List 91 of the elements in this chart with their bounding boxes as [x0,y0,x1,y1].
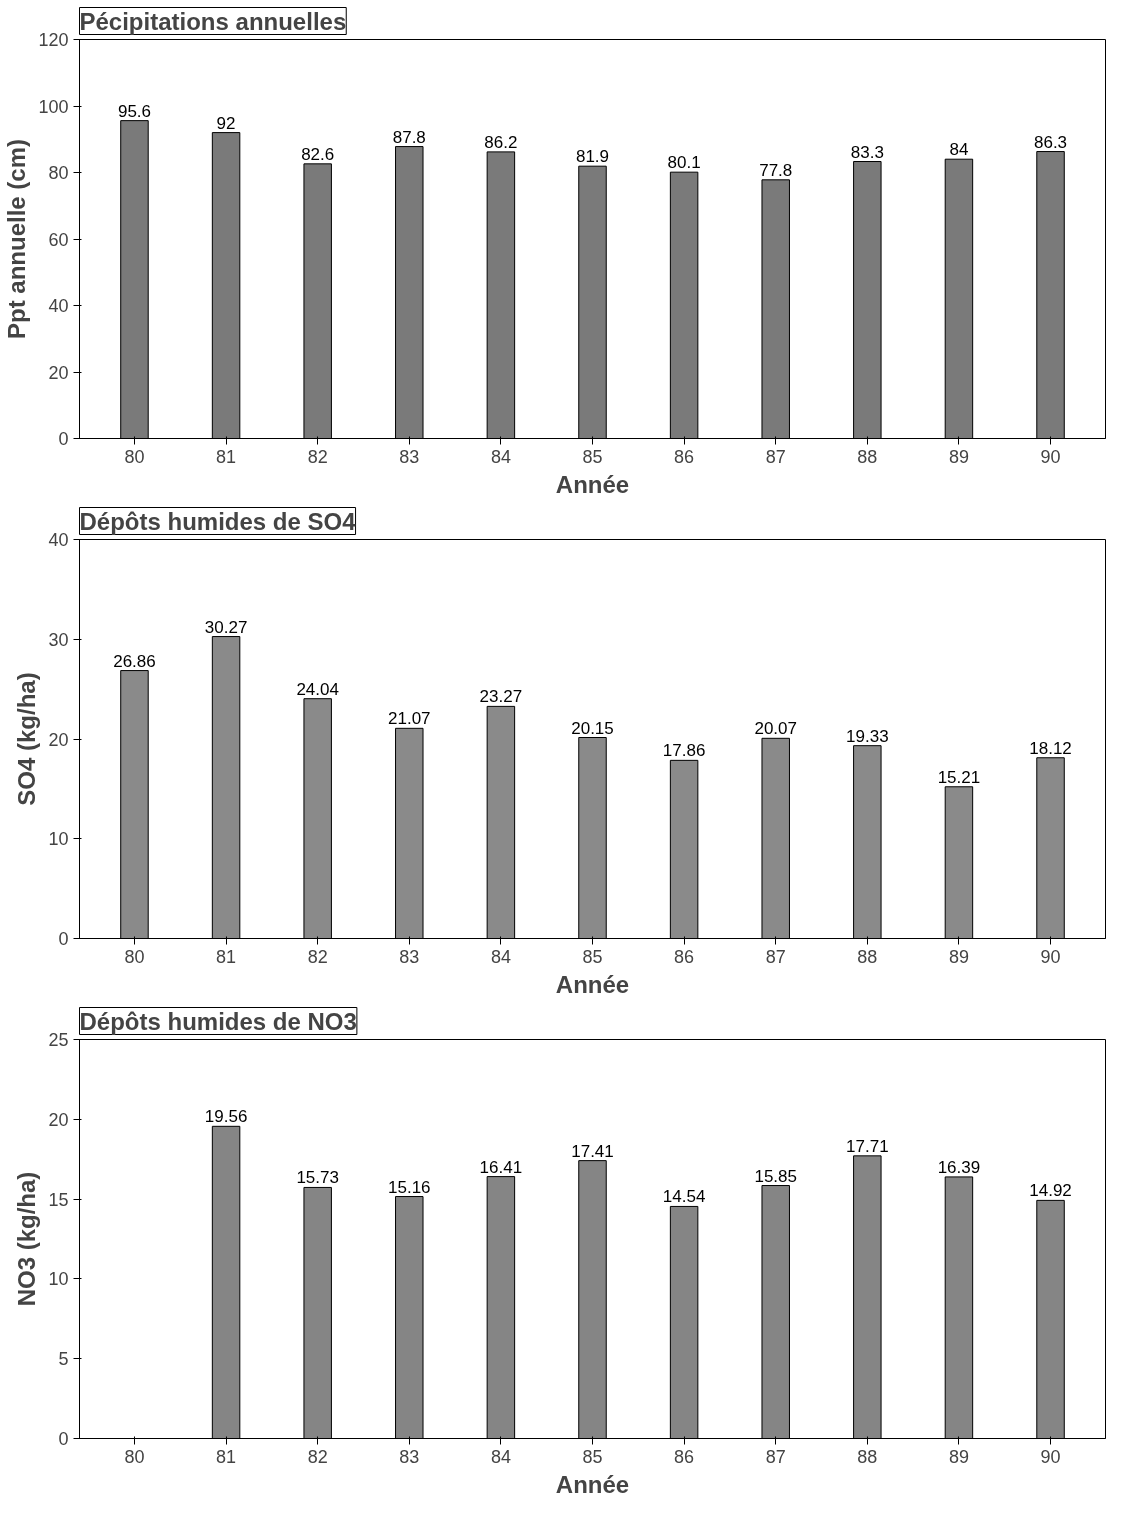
x-tick-label: 82 [307,446,328,467]
y-tick-label: 120 [38,30,69,50]
x-tick-label: 90 [1040,1446,1061,1467]
data-label: 20.07 [754,719,797,739]
data-label: 24.04 [296,679,339,699]
x-axis-title: Année [555,1470,630,1498]
y-tick-label: 0 [58,429,69,449]
data-label: 16.39 [937,1157,981,1177]
x-tick-label: 85 [582,1446,603,1467]
y-axis-title: NO3 (kg/ha) [13,1171,41,1307]
x-tick-label: 90 [1040,946,1061,967]
x-tick-label: 85 [582,446,603,467]
x-tick-label: 81 [216,946,237,967]
data-label: 92 [216,113,236,133]
y-tick-label: 10 [48,829,69,850]
x-tick-label: 83 [399,1446,420,1467]
y-tick-label: 20 [48,1109,69,1130]
data-label: 15.73 [296,1168,339,1188]
y-tick-label: 15 [48,1189,69,1210]
x-tick-label: 88 [857,446,878,467]
data-label: 82.6 [301,144,335,164]
x-tick-label: 86 [674,1446,695,1467]
data-label: 21.07 [388,709,431,729]
x-tick-label: 84 [490,446,511,467]
data-label: 80.1 [667,153,701,173]
x-tick-label: 87 [765,1446,786,1467]
data-label: 15.21 [937,767,981,787]
x-tick-label: 81 [216,446,237,467]
x-tick-label: 84 [490,946,511,967]
x-tick-label: 87 [765,446,786,467]
y-tick-label: 0 [58,929,69,949]
data-label: 83.3 [850,142,884,162]
y-tick-label: 40 [48,530,69,550]
data-label: 84 [949,140,969,160]
y-tick-label: 0 [58,1429,69,1449]
data-label: 87.8 [392,127,426,147]
x-tick-label: 80 [124,946,145,967]
data-label: 15.85 [754,1166,797,1186]
data-label: 77.8 [759,160,793,180]
data-label: 14.92 [1029,1181,1072,1201]
y-axis-title: SO4 (kg/ha) [13,672,41,806]
x-tick-label: 85 [582,946,603,967]
y-axis-title: Ppt annuelle (cm) [3,138,31,340]
x-tick-label: 88 [857,1446,878,1467]
data-label: 17.71 [846,1136,889,1156]
data-label: 16.41 [479,1157,523,1177]
x-tick-label: 86 [674,446,695,467]
x-tick-label: 82 [307,1446,328,1467]
y-tick-label: 80 [48,163,69,183]
x-tick-label: 89 [948,446,969,467]
data-label: 81.9 [575,147,610,167]
x-axis-title: Année [555,970,630,998]
x-tick-label: 90 [1040,446,1061,467]
data-label: 30.27 [204,617,248,637]
x-tick-label: 80 [124,446,145,467]
x-tick-label: 82 [307,946,328,967]
data-label: 17.86 [662,741,706,761]
y-tick-label: 20 [48,729,69,750]
x-tick-label: 84 [490,1446,511,1467]
data-label: 86.3 [1033,132,1068,152]
chart-title: Pécipitations annuelles [79,7,347,35]
data-label: 95.6 [117,101,152,121]
data-label: 17.41 [571,1141,614,1161]
data-label: 18.12 [1029,738,1072,758]
data-label: 15.16 [388,1177,431,1197]
data-label: 20.15 [571,718,614,738]
data-label: 19.56 [204,1107,248,1127]
data-label: 19.33 [846,726,889,746]
y-tick-label: 10 [48,1269,69,1290]
y-tick-label: 30 [48,629,69,650]
data-label: 23.27 [479,687,523,707]
data-label: 86.2 [484,132,518,152]
y-tick-label: 5 [58,1349,69,1370]
x-tick-label: 80 [124,1446,145,1467]
x-tick-label: 83 [399,946,420,967]
y-tick-label: 100 [38,96,69,117]
x-axis-title: Année [555,470,630,498]
x-tick-label: 86 [674,946,695,967]
chart-title: Dépôts humides de NO3 [79,1007,357,1035]
x-tick-label: 83 [399,446,420,467]
data-label: 26.86 [113,651,156,671]
x-tick-label: 88 [857,946,878,967]
y-tick-label: 20 [48,362,69,383]
x-tick-label: 87 [765,946,786,967]
y-tick-label: 40 [48,296,69,316]
y-tick-label: 60 [48,229,69,250]
data-label: 14.54 [662,1187,706,1207]
y-tick-label: 25 [48,1030,69,1050]
x-tick-label: 89 [948,946,969,967]
x-tick-label: 81 [216,1446,237,1467]
x-tick-label: 89 [948,1446,969,1467]
